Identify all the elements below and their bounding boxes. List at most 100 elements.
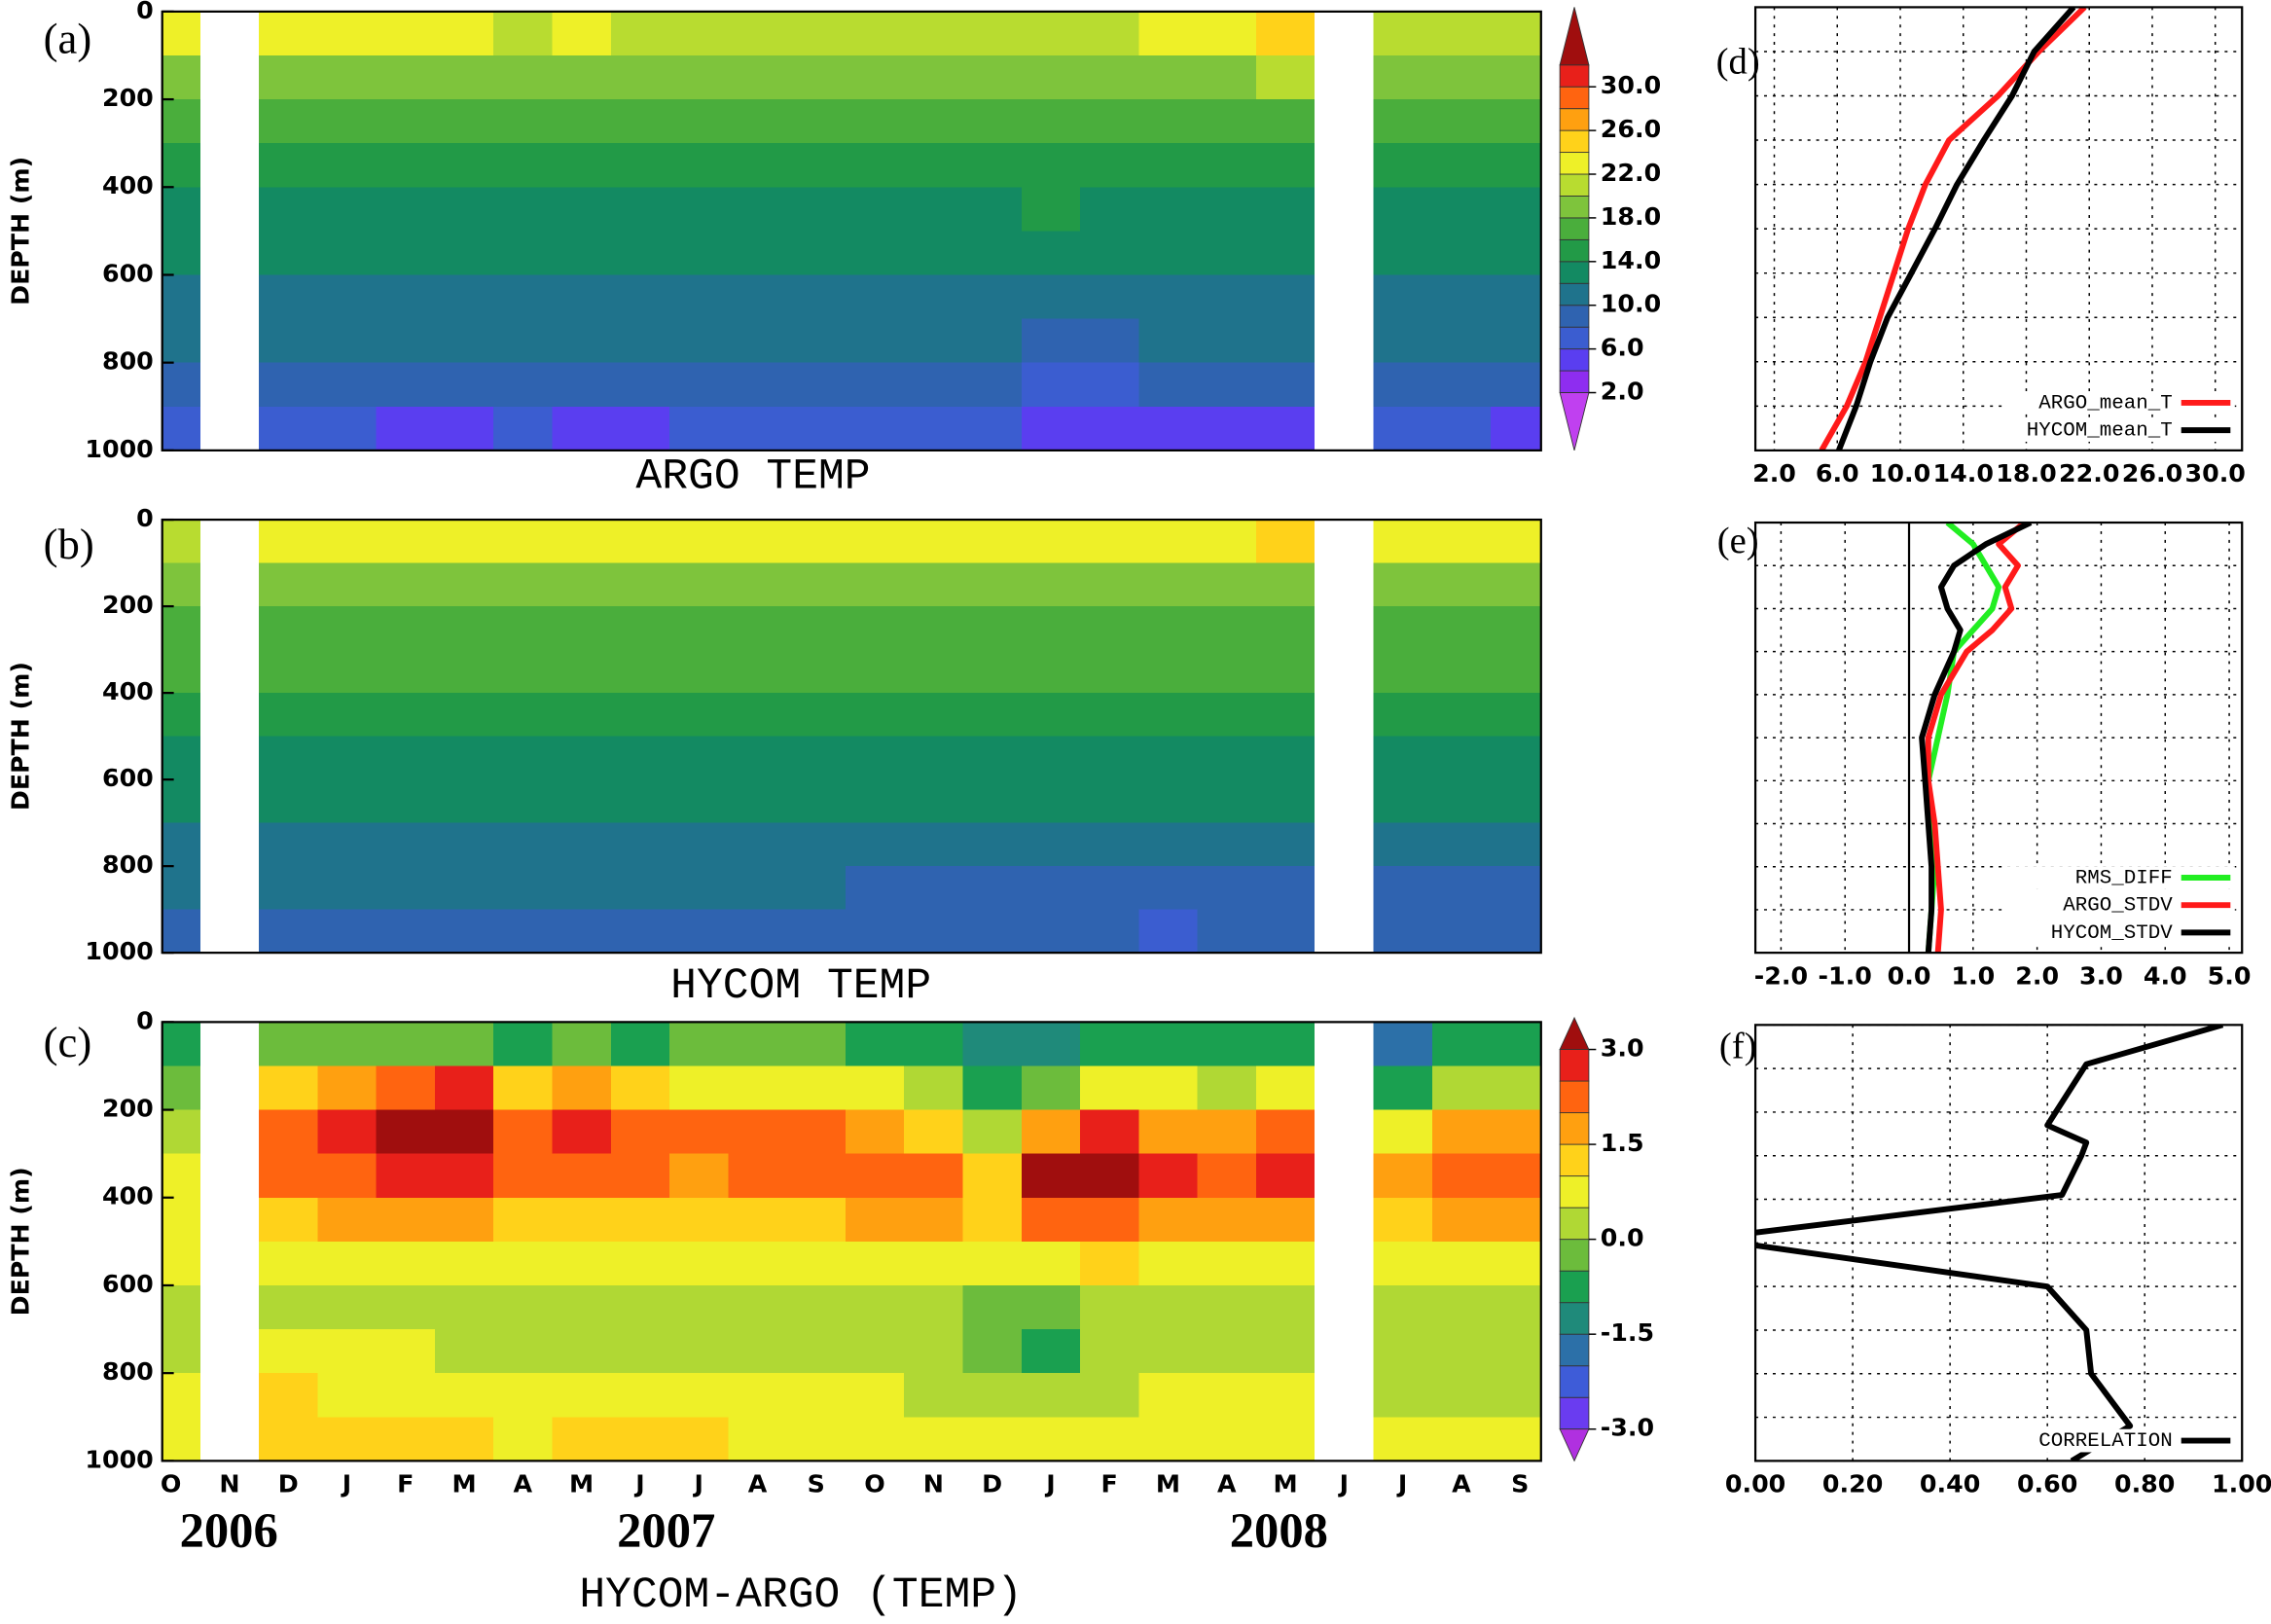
cell [669,274,729,320]
cell [1080,822,1139,867]
cell [1197,1022,1256,1067]
cell [1373,54,1432,100]
colorbar-tick-label: 14.0 [1601,246,1661,274]
cell [904,520,963,564]
cell [1021,231,1081,276]
cell [962,1241,1022,1286]
cell [786,649,846,694]
profiles [1919,523,2033,954]
legend-bg [2002,1428,2235,1453]
legend-label: ARGO_mean_T [2038,392,2173,415]
cell [1431,1153,1492,1199]
colorbar-segment [1559,129,1590,154]
cell [434,143,494,189]
x-tick-label: O [161,1470,182,1498]
cell [552,1022,611,1067]
cell [728,866,787,911]
cell [1431,779,1492,824]
cell [1255,187,1316,233]
cell [1080,11,1139,56]
cell [962,318,1022,364]
cell [669,779,729,824]
cell [1138,1241,1198,1286]
cell [376,1022,435,1067]
cell [845,231,905,276]
cell [1138,1329,1198,1374]
cell [1080,1065,1139,1111]
y-tick-label: 400 [102,171,154,199]
colorbar-segment [1559,1080,1590,1114]
cell [552,99,611,144]
y-axis-label: DEPTH (m) [6,662,34,811]
cell [1491,520,1541,564]
cell [786,362,846,408]
x-tick-label: M [1156,1470,1180,1498]
cell [434,362,494,408]
cell [1431,1109,1492,1155]
cell [1138,606,1198,651]
cell [1373,99,1432,144]
y-tick-label: 0 [136,1006,154,1034]
y-tick-label: 800 [102,1357,154,1386]
x-tick-label: 4.0 [2144,961,2187,990]
cell [728,909,787,954]
cell [962,693,1022,738]
cell [434,187,494,233]
cell [962,1153,1022,1199]
x-tick-label: J [633,1470,644,1498]
cell [1491,318,1541,364]
cell [845,866,905,911]
cell [1197,406,1256,451]
cell [728,1022,787,1067]
cell [845,318,905,364]
cell [317,1417,377,1462]
cell [669,231,729,276]
profile-line [1925,523,2027,954]
cell [904,736,963,780]
colorbar-segment [1559,1175,1590,1209]
cell [434,318,494,364]
cell [162,1241,200,1286]
cell [259,362,318,408]
cell [610,11,670,56]
cell [1431,562,1492,607]
y-tick-label: 0 [136,504,154,532]
cell [552,1109,611,1155]
cell [962,1109,1022,1155]
cell [1138,822,1198,867]
cell [610,693,670,738]
cell [376,99,435,144]
cell [786,187,846,233]
cell [162,54,200,100]
cell [1197,1329,1256,1374]
cell [376,1284,435,1330]
cell [376,1109,435,1155]
cell [904,1153,963,1199]
colorbar-segment [1559,1143,1590,1177]
cell [317,866,377,911]
cell [669,606,729,651]
cell [1255,606,1316,651]
cell [1491,693,1541,738]
cell [728,520,787,564]
cell [376,736,435,780]
cell [610,1417,670,1462]
x-tick-label: S [808,1470,825,1498]
cell [493,1153,553,1199]
panel-label: (a) [44,15,92,63]
cell [1080,1109,1139,1155]
cell [376,1065,435,1111]
x-tick-label: J [692,1470,703,1498]
cell [904,362,963,408]
cell [493,187,553,233]
profiles [1755,1025,2224,1462]
cell [1491,1284,1541,1330]
cell [434,1109,494,1155]
cell [669,1284,729,1330]
cell [610,649,670,694]
cell [259,1022,318,1067]
cell [904,99,963,144]
cell [1138,520,1198,564]
cell [1080,1022,1139,1067]
cell [728,1373,787,1418]
